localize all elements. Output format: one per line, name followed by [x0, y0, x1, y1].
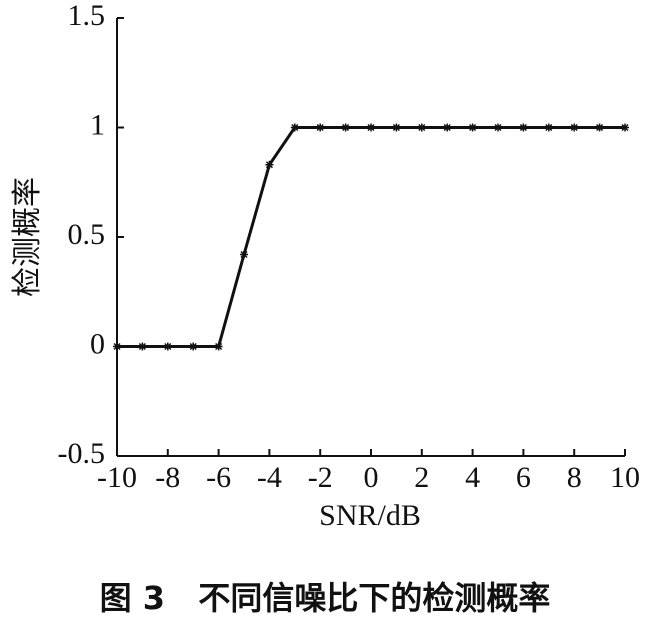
- marker: [417, 123, 426, 132]
- x-tick-label: -6: [206, 461, 231, 494]
- marker: [544, 123, 553, 132]
- marker: [570, 123, 579, 132]
- marker: [113, 342, 121, 351]
- x-axis-label: SNR/dB: [319, 499, 421, 532]
- y-tick-label: -0.5: [58, 437, 106, 470]
- marker: [290, 123, 299, 132]
- y-tick-label: 1.5: [68, 0, 106, 32]
- x-tick-label: 4: [465, 461, 480, 494]
- marker: [595, 123, 604, 132]
- marker: [392, 123, 401, 132]
- caption: 图 3 不同信噪比下的检测概率: [100, 579, 551, 617]
- x-tick-label: -4: [257, 461, 282, 494]
- marker: [214, 342, 223, 351]
- marker: [240, 250, 248, 259]
- x-tick-label: -2: [308, 461, 333, 494]
- marker: [468, 123, 477, 132]
- x-tick-label: -10: [97, 461, 137, 494]
- x-tick-label: -8: [155, 461, 180, 494]
- marker: [519, 123, 528, 132]
- x-tick-label: 2: [414, 461, 429, 494]
- marker: [443, 123, 452, 132]
- marker: [341, 123, 350, 132]
- line: [117, 126, 625, 348]
- marker: [189, 342, 198, 351]
- y-axis-label: 检测概率: [11, 177, 44, 297]
- x-tick-label: 0: [364, 461, 379, 494]
- y-tick-label: 0: [90, 327, 105, 360]
- marker: [163, 342, 172, 351]
- marker: [138, 342, 147, 351]
- x-tick-label: 6: [516, 461, 531, 494]
- marker: [316, 123, 325, 132]
- marker: [494, 123, 502, 132]
- marker: [621, 123, 629, 132]
- y-tick-label: 1: [90, 108, 105, 141]
- marker: [265, 160, 274, 169]
- x-tick-label: 10: [610, 461, 640, 494]
- x-tick-label: 8: [567, 461, 582, 494]
- y-tick-label: 0.5: [68, 218, 106, 251]
- marker: [367, 123, 375, 132]
